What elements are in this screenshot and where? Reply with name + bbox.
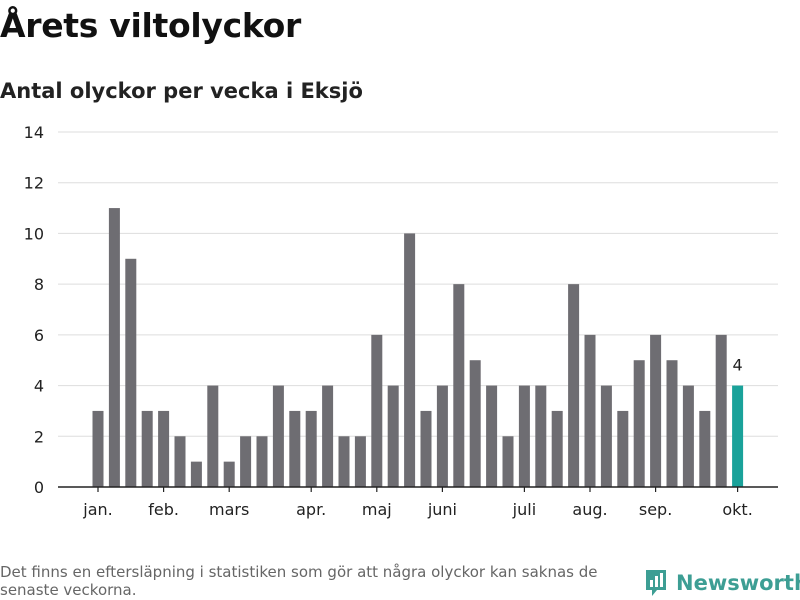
bar-week-33 [617,410,629,487]
y-tick-label: 8 [34,275,44,294]
highlight-data-label: 4 [733,356,743,375]
y-tick-label: 12 [24,174,44,193]
bar-week-40 [732,385,744,487]
bar-week-11 [256,436,268,487]
bar-week-7 [190,461,202,487]
y-tick-label: 6 [34,326,44,345]
bar-week-9 [223,461,235,487]
x-tick-label: jan. [82,500,112,519]
y-tick-label: 2 [34,427,44,446]
x-tick-label: okt. [722,500,752,519]
data-labels: 4 [733,356,743,375]
x-tick-label: maj [362,500,392,519]
x-tick-label: apr. [296,500,326,519]
bar-week-31 [584,334,596,487]
bar-week-15 [322,385,334,487]
bar-week-30 [568,284,580,487]
bar-week-13 [289,410,301,487]
bar-week-21 [420,410,432,487]
bar-week-1 [92,410,104,487]
y-tick-label: 10 [24,224,44,243]
bar-week-3 [125,258,137,487]
bar-week-36 [666,360,678,487]
x-tick-label: aug. [572,500,607,519]
bar-week-39 [715,334,727,487]
bar-week-6 [174,436,186,487]
bar-week-32 [600,385,612,487]
bar-week-27 [518,385,530,487]
bar-week-29 [551,410,563,487]
bar-week-5 [158,410,170,487]
y-tick-label: 14 [24,123,44,142]
y-axis-ticks: 0 2 4 6 8 10 12 14 [24,123,44,497]
footnote: Det finns en eftersläpning i statistiken… [0,563,598,599]
x-tick-label: sep. [639,500,672,519]
bar-week-26 [502,436,514,487]
brand-logo: Newsworthy [644,568,800,598]
y-tick-label: 0 [34,478,44,497]
bar-week-8 [207,385,219,487]
bar-week-20 [404,233,416,487]
bar-week-2 [108,208,120,488]
bar-week-10 [240,436,252,487]
x-tick-label: juni [427,500,457,519]
bar-week-38 [699,410,711,487]
bar-week-14 [305,410,317,487]
bar-week-34 [633,360,645,487]
bar-week-23 [453,284,465,487]
newsworthy-logo-icon [646,570,666,596]
bar-week-16 [338,436,350,487]
x-axis: jan. feb. mars apr. maj juni juli aug. sep. okt. [58,486,778,519]
bar-week-18 [371,334,383,487]
bar-week-12 [272,385,284,487]
brand-name: Newsworthy [676,571,800,595]
chart-title: Årets viltolyckor [0,6,301,45]
bar-week-25 [486,385,498,487]
bar-week-17 [354,436,366,487]
bar-week-37 [682,385,694,487]
chart-bars [92,208,744,488]
x-tick-label: juli [512,500,536,519]
bar-week-22 [436,385,448,487]
y-tick-label: 4 [34,377,44,396]
bar-week-19 [387,385,399,487]
x-tick-label: feb. [148,500,179,519]
bar-week-35 [650,334,662,487]
x-tick-label: mars [209,500,249,519]
chart-subtitle: Antal olyckor per vecka i Eksjö [0,79,363,103]
bar-chart: 0 2 4 6 8 10 12 14 jan. feb. mars apr. maj juni juli a… [24,123,778,519]
bar-week-28 [535,385,547,487]
bar-week-24 [469,360,481,487]
bar-week-4 [141,410,153,487]
